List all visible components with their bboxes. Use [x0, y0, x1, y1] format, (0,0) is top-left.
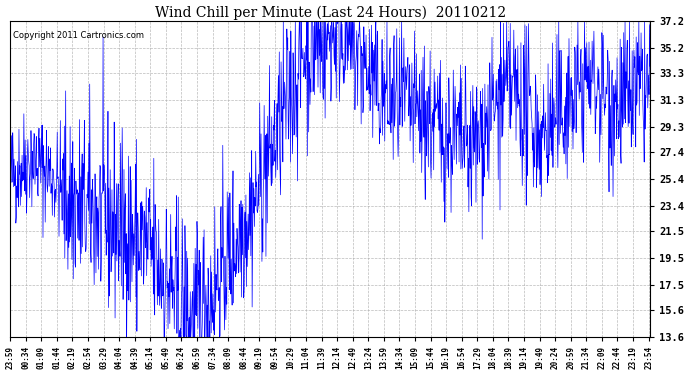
Text: Copyright 2011 Cartronics.com: Copyright 2011 Cartronics.com — [13, 31, 144, 40]
Title: Wind Chill per Minute (Last 24 Hours)  20110212: Wind Chill per Minute (Last 24 Hours) 20… — [155, 6, 506, 20]
